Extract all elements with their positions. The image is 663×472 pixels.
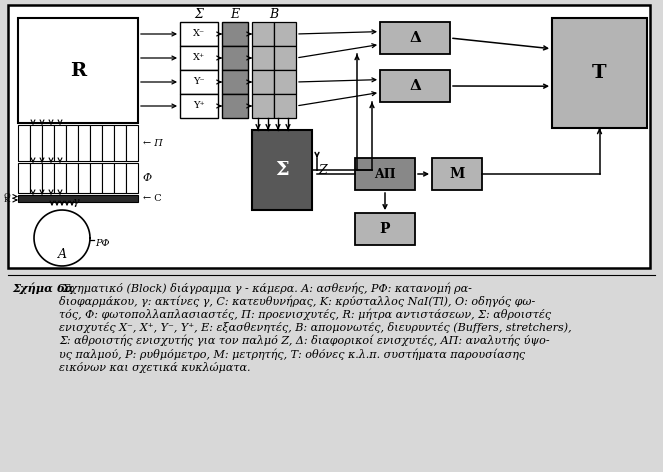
Bar (274, 46, 296, 70)
Bar (114, 125, 126, 161)
Bar (355, 158, 415, 190)
Bar (42, 163, 54, 193)
Bar (252, 22, 274, 46)
Bar (222, 94, 248, 118)
Text: R: R (70, 61, 86, 79)
Bar (252, 46, 274, 70)
Bar (274, 70, 296, 94)
Bar (126, 125, 138, 161)
Text: ΑΠ: ΑΠ (374, 168, 396, 180)
Text: ΡΦ: ΡΦ (95, 239, 109, 248)
Text: B: B (269, 8, 278, 22)
Bar (102, 163, 114, 193)
Text: P: P (380, 222, 391, 236)
Bar (18, 125, 30, 161)
Bar (222, 70, 248, 94)
Bar (380, 22, 450, 54)
Text: Y⁻: Y⁻ (193, 77, 205, 86)
Text: X⁻: X⁻ (193, 29, 205, 39)
Bar (8, 5, 650, 268)
Text: E: E (231, 8, 239, 22)
Bar (552, 18, 647, 128)
Bar (222, 46, 248, 70)
Bar (66, 125, 78, 161)
Bar (380, 70, 450, 102)
Bar (42, 125, 54, 161)
Bar (355, 213, 415, 245)
Bar (30, 163, 42, 193)
Bar (54, 163, 66, 193)
Bar (90, 125, 102, 161)
Text: Δ: Δ (409, 79, 421, 93)
Text: γ: γ (73, 197, 80, 207)
Bar (78, 163, 90, 193)
Text: Σ: Σ (194, 8, 204, 22)
Text: M: M (450, 167, 465, 181)
Text: Σ: Σ (275, 161, 289, 179)
Bar (222, 22, 248, 46)
Text: T: T (592, 64, 607, 82)
Bar (180, 46, 218, 70)
Bar (252, 130, 312, 210)
Bar (252, 94, 274, 118)
Bar (114, 163, 126, 193)
Text: X⁺: X⁺ (193, 53, 205, 62)
Bar (90, 163, 102, 193)
Bar (102, 125, 114, 161)
Bar (78, 125, 90, 161)
Bar (18, 163, 30, 193)
Bar (18, 195, 138, 202)
Bar (274, 94, 296, 118)
Bar (18, 18, 138, 123)
Text: A: A (58, 247, 66, 261)
Text: Σχήμα 6α: Σχήμα 6α (12, 282, 74, 294)
Text: Φ: Φ (143, 173, 152, 183)
Bar (30, 125, 42, 161)
Bar (252, 70, 274, 94)
Bar (180, 22, 218, 46)
Bar (66, 163, 78, 193)
Text: Σχηματικό (Block) διάγραμμα γ - κάμερα. Α: ασθενής, ΡΦ: κατανομή ρα-
διοφαρμάκου: Σχηματικό (Block) διάγραμμα γ - κάμερα. … (59, 282, 572, 373)
Text: Y⁺: Y⁺ (193, 101, 205, 110)
Text: Z: Z (318, 163, 327, 177)
Ellipse shape (52, 231, 72, 241)
Bar (54, 125, 66, 161)
Text: K: K (3, 196, 10, 204)
Text: Δ: Δ (409, 31, 421, 45)
Bar (180, 70, 218, 94)
Bar (274, 22, 296, 46)
Bar (180, 94, 218, 118)
Text: ← Π: ← Π (143, 138, 162, 147)
Text: O: O (3, 193, 10, 201)
Bar (126, 163, 138, 193)
Bar (432, 158, 482, 190)
Text: ← C: ← C (143, 194, 162, 203)
